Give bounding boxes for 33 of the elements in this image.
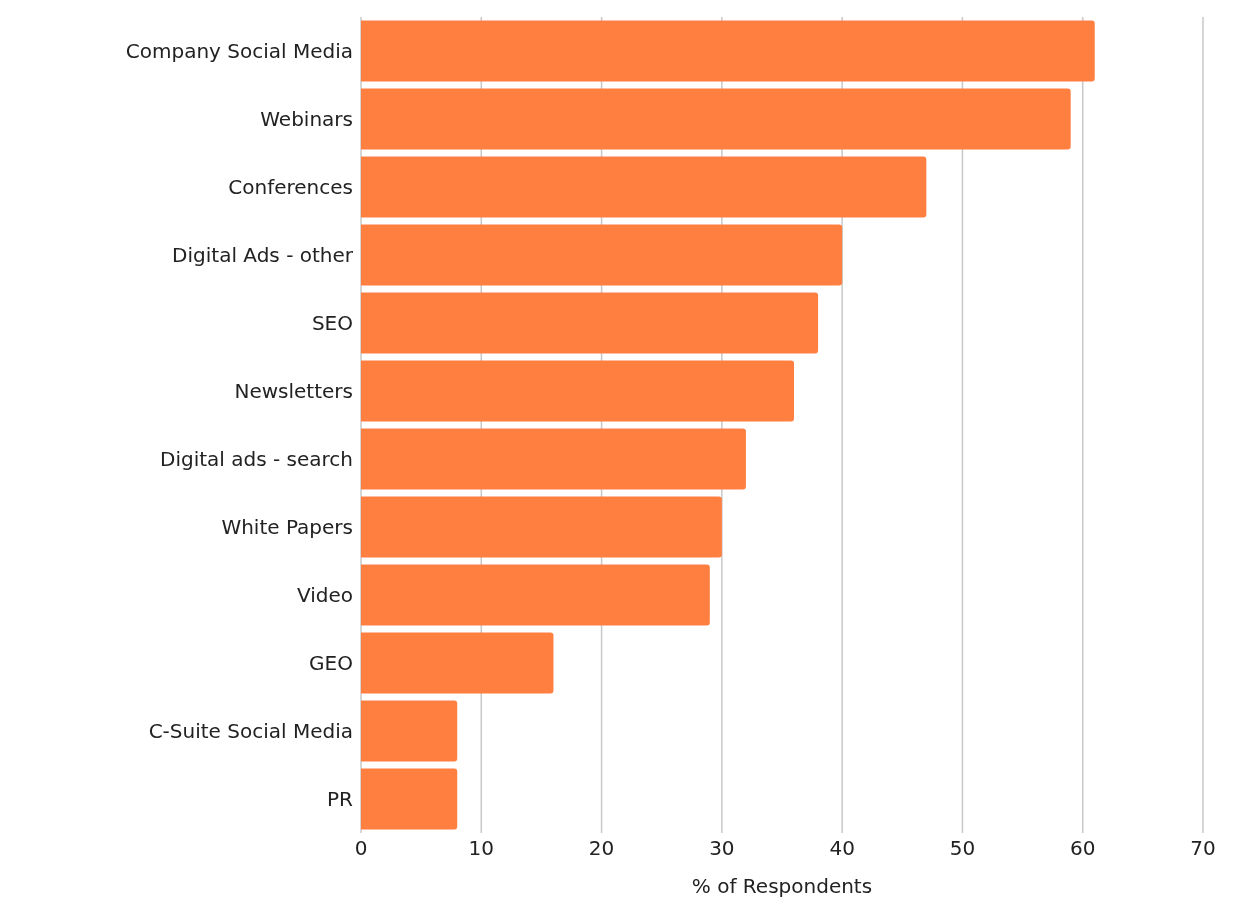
x-tick-label: 20 xyxy=(588,836,615,861)
y-tick-label: Digital ads - search xyxy=(160,447,353,472)
y-tick-label: SEO xyxy=(311,311,353,336)
x-tick-label: 60 xyxy=(1069,836,1096,861)
y-tick-label: Company Social Media xyxy=(125,39,353,64)
y-tick-label: GEO xyxy=(309,651,353,676)
y-tick-label: White Papers xyxy=(221,515,353,540)
x-tick-label: 40 xyxy=(829,836,855,861)
bar xyxy=(361,292,819,354)
bar xyxy=(361,768,458,830)
y-tick-label: PR xyxy=(327,787,354,812)
bar xyxy=(361,632,554,694)
x-tick-label: 50 xyxy=(949,836,976,861)
y-tick-label: C-Suite Social Media xyxy=(148,719,353,744)
bar xyxy=(361,428,746,490)
bar xyxy=(361,700,458,762)
bar xyxy=(361,564,710,626)
y-tick-label: Newsletters xyxy=(234,379,353,404)
y-tick-label: Digital Ads - other xyxy=(172,243,354,268)
y-tick-label: Webinars xyxy=(260,107,353,132)
x-axis-title: % of Respondents xyxy=(691,874,873,898)
x-tick-label: 30 xyxy=(709,836,735,861)
x-tick-label: 70 xyxy=(1190,836,1216,861)
y-tick-label: Conferences xyxy=(228,175,353,200)
x-tick-label: 10 xyxy=(468,836,495,861)
bar xyxy=(361,360,795,422)
bar xyxy=(361,224,843,286)
bar xyxy=(361,156,927,218)
bar xyxy=(361,88,1071,150)
bar xyxy=(361,20,1095,82)
x-tick-label: 0 xyxy=(354,836,368,861)
y-tick-label: Video xyxy=(296,583,353,608)
bar xyxy=(361,496,722,558)
